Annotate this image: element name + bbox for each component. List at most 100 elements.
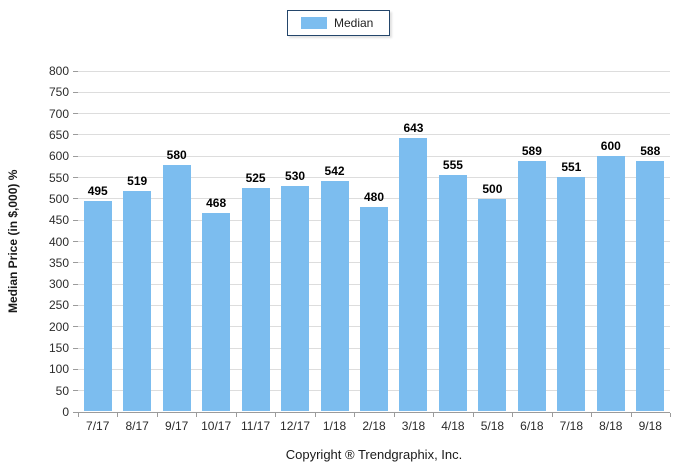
- x-axis-tick: [472, 413, 474, 417]
- x-axis-label: 9/17: [164, 419, 189, 433]
- bar-1/18: [320, 180, 349, 411]
- x-axis-label: 8/18: [599, 419, 623, 433]
- x-axis-tick: [551, 413, 553, 417]
- x-axis-label: 1/18: [322, 419, 347, 433]
- y-axis-label: 500: [48, 191, 69, 206]
- x-axis-tick: [591, 413, 593, 417]
- y-axis-label: 600: [48, 149, 69, 164]
- x-axis-tick: [393, 413, 395, 417]
- y-axis-tick: [73, 134, 78, 136]
- y-axis-label: 0: [62, 405, 69, 419]
- gridline: [78, 70, 670, 72]
- y-axis-tick: [73, 219, 78, 221]
- x-axis-tick: [354, 413, 356, 417]
- x-axis-tick: [314, 413, 316, 417]
- bar-value-label: 555: [442, 158, 463, 173]
- y-axis-label: 650: [48, 127, 69, 142]
- x-axis-tick: [433, 413, 435, 417]
- bar-11/17: [241, 188, 270, 411]
- gridline: [78, 177, 670, 179]
- x-axis-tick: [275, 413, 277, 417]
- gridline: [78, 198, 670, 200]
- bar-3/18: [399, 137, 428, 411]
- bar-8/17: [123, 190, 152, 411]
- y-axis-label: 550: [48, 170, 69, 185]
- y-axis-label: 300: [48, 277, 69, 292]
- bar-value-label: 480: [363, 190, 385, 205]
- bar-10/17: [202, 212, 231, 411]
- bar-8/18: [596, 156, 625, 411]
- legend-label-median: Median: [334, 16, 374, 30]
- x-axis-label: 7/18: [559, 419, 583, 433]
- x-axis-tick: [670, 413, 671, 417]
- x-axis-tick: [512, 413, 514, 417]
- x-axis-label: 7/17: [86, 419, 110, 433]
- bar-4/18: [438, 175, 467, 411]
- y-axis-tick: [73, 347, 78, 349]
- gridline: [78, 91, 670, 93]
- y-axis-label: 400: [48, 234, 69, 249]
- bar-5/18: [478, 198, 507, 411]
- y-axis-tick: [73, 411, 78, 413]
- bar-value-label: 519: [127, 173, 148, 188]
- y-axis-tick: [73, 70, 78, 72]
- x-axis-label: 3/18: [401, 419, 426, 433]
- x-axis-label: 4/18: [441, 419, 465, 433]
- y-axis-label: 200: [48, 319, 69, 334]
- bar-value-label: 551: [561, 160, 582, 175]
- x-axis-tick: [156, 413, 158, 417]
- x-axis-label: 8/17: [125, 419, 149, 433]
- gridline: [78, 134, 670, 136]
- y-axis-label: 350: [48, 255, 69, 270]
- y-axis-tick: [73, 113, 78, 115]
- x-axis-label: 10/17: [201, 419, 232, 433]
- bar-value-label: 580: [166, 147, 187, 162]
- bar-9/18: [636, 161, 665, 411]
- x-axis-label: 11/17: [241, 419, 271, 433]
- y-axis-tick: [73, 326, 78, 328]
- x-axis-line: [78, 411, 670, 413]
- legend: Median: [287, 10, 391, 36]
- bar-value-label: 500: [482, 181, 503, 196]
- x-axis-label: 2/18: [362, 419, 386, 433]
- y-axis-label: 750: [48, 85, 69, 100]
- x-axis-label: 6/18: [520, 419, 544, 433]
- x-axis-label: 12/17: [280, 419, 311, 433]
- bar-12/17: [281, 186, 310, 411]
- bar-value-label: 468: [206, 195, 227, 210]
- gridline: [78, 155, 670, 157]
- y-axis-tick: [73, 155, 78, 157]
- y-axis-label: 800: [48, 64, 69, 78]
- x-axis-tick: [235, 413, 237, 417]
- y-axis-label: 100: [48, 362, 69, 377]
- bar-9/17: [162, 164, 191, 411]
- bar-6/18: [517, 160, 546, 411]
- legend-swatch-median: [301, 17, 327, 29]
- y-axis-label: 450: [48, 213, 69, 228]
- y-axis-tick: [73, 241, 78, 242]
- x-axis-tick: [78, 413, 79, 417]
- x-axis-tick: [196, 413, 198, 417]
- bar-value-label: 525: [245, 171, 266, 186]
- y-axis-tick: [73, 304, 78, 306]
- y-axis-label: 50: [55, 383, 69, 398]
- bar-value-label: 643: [403, 120, 424, 135]
- bar-value-label: 495: [87, 184, 108, 198]
- copyright-text: Copyright ® Trendgraphix, Inc.: [285, 447, 463, 462]
- bar-value-label: 589: [521, 143, 542, 158]
- y-axis-tick: [73, 368, 78, 370]
- y-axis-label: 250: [48, 298, 69, 313]
- y-axis-tick: [73, 262, 78, 264]
- y-axis-tick: [73, 283, 78, 285]
- bar-value-label: 600: [600, 139, 621, 154]
- bar-7/18: [557, 177, 586, 411]
- x-axis-tick: [630, 413, 632, 417]
- gridline: [78, 113, 670, 115]
- y-axis-tick: [73, 177, 78, 179]
- bar-value-label: 588: [640, 144, 661, 159]
- x-axis-label: 9/18: [638, 419, 662, 433]
- bar-7/17: [83, 201, 112, 411]
- bar-value-label: 542: [324, 163, 345, 178]
